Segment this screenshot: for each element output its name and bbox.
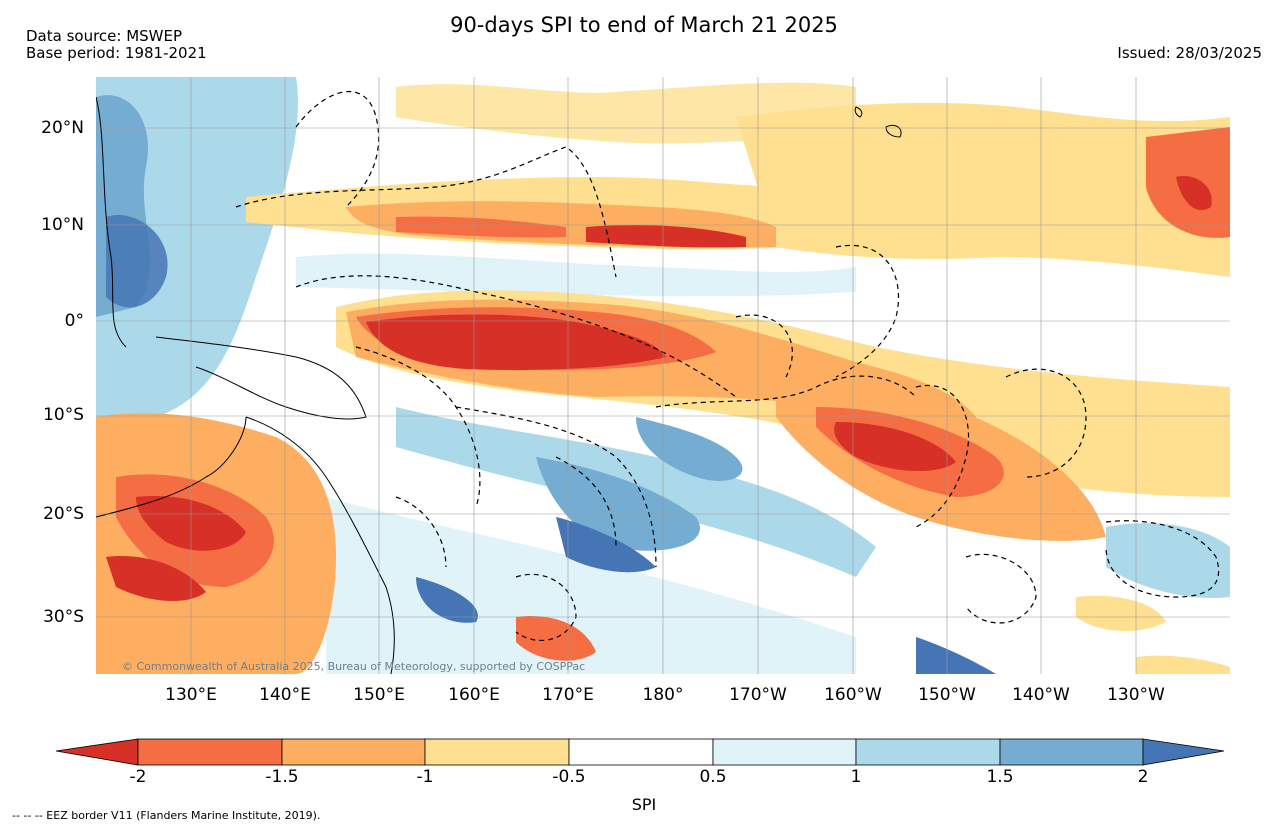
colorbar-low-extend xyxy=(56,738,139,766)
colorbar-tick: 1 xyxy=(850,767,862,787)
colorbar-tick: -2 xyxy=(129,767,147,787)
lon-label-160e: 160°E xyxy=(448,685,500,705)
colorbar-segment xyxy=(281,738,426,766)
colorbar-high-extend xyxy=(1142,738,1225,766)
lon-label-130w: 130°W xyxy=(1107,685,1165,705)
lat-label-equator: 0° xyxy=(64,311,84,331)
colorbar-tick: -1 xyxy=(416,767,434,787)
spi-colorbar xyxy=(56,738,1225,766)
graticule xyxy=(96,77,1230,674)
lat-label-10s: 10°S xyxy=(43,405,84,425)
colorbar-segment xyxy=(568,738,714,766)
lat-label-20s: 20°S xyxy=(43,504,84,524)
lon-label-140e: 140°E xyxy=(259,685,311,705)
colorbar-segment xyxy=(424,738,570,766)
lon-label-170e: 170°E xyxy=(542,685,594,705)
colorbar-segment xyxy=(137,738,283,766)
wet-anomaly-regions xyxy=(96,77,1230,674)
lon-label-150e: 150°E xyxy=(353,685,405,705)
colorbar-label: SPI xyxy=(631,795,657,814)
data-source-label: Data source: MSWEP xyxy=(26,27,183,45)
lon-label-140w: 140°W xyxy=(1012,685,1070,705)
spi-map xyxy=(96,77,1230,674)
lon-label-170w: 170°W xyxy=(729,685,787,705)
eez-footnote: -- -- -- EEZ border V11 (Flanders Marine… xyxy=(12,809,321,822)
map-title: 90-days SPI to end of March 21 2025 xyxy=(450,13,838,37)
lat-label-30s: 30°S xyxy=(43,607,84,627)
colorbar-tick: 1.5 xyxy=(986,767,1014,787)
base-period-label: Base period: 1981-2021 xyxy=(26,44,207,62)
lon-label-180: 180° xyxy=(642,685,684,705)
lon-label-130e: 130°E xyxy=(165,685,217,705)
lat-label-10n: 10°N xyxy=(41,215,84,235)
lat-label-20n: 20°N xyxy=(41,118,84,138)
coastlines xyxy=(96,96,902,674)
colorbar-segment xyxy=(855,738,1001,766)
colorbar-segment xyxy=(712,738,857,766)
copyright-notice: © Commonwealth of Australia 2025, Bureau… xyxy=(122,660,586,673)
colorbar-tick: -1.5 xyxy=(265,767,299,787)
colorbar-tick: 2 xyxy=(1137,767,1149,787)
lon-label-160w: 160°W xyxy=(824,685,882,705)
lon-label-150w: 150°W xyxy=(918,685,976,705)
colorbar-tick: -0.5 xyxy=(552,767,586,787)
colorbar-tick: 0.5 xyxy=(699,767,727,787)
eez-borders xyxy=(235,90,1220,641)
colorbar-segment xyxy=(999,738,1144,766)
issued-date-label: Issued: 28/03/2025 xyxy=(1117,44,1262,62)
